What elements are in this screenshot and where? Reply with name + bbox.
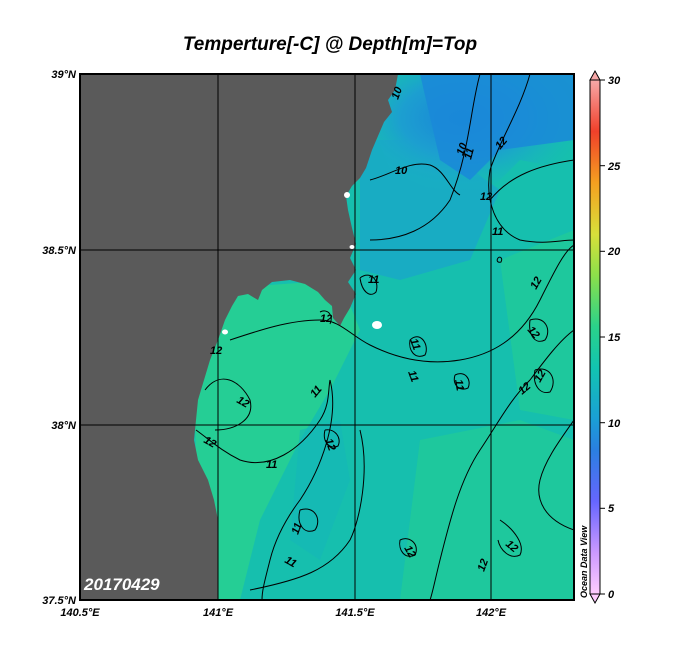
contour-label: 12 — [528, 275, 545, 292]
contour-label: 12 — [476, 557, 491, 573]
contour-label: 11 — [405, 369, 420, 384]
plot-frame — [79, 73, 575, 601]
contour-label: 11 — [283, 554, 299, 570]
colorbar-tick: 10 — [608, 418, 621, 430]
contour-lines — [195, 74, 574, 600]
lat-tick-label: 38°N — [51, 420, 77, 432]
lon-tick-label: 141.5°E — [335, 607, 375, 619]
contour-label: 11 — [462, 147, 477, 161]
colorbar: 30 25 20 15 10 5 0 — [589, 69, 621, 605]
contour-label: 10 — [395, 165, 408, 177]
contour-label: 12 — [532, 368, 549, 385]
colorbar-tick: 0 — [608, 589, 615, 601]
colorbar-tick: 15 — [608, 332, 621, 344]
colorbar-tick: 5 — [608, 503, 615, 515]
contour-label: 10 — [455, 141, 471, 157]
contour-label: 11 — [290, 521, 305, 536]
contour-label: 12 — [320, 313, 332, 325]
contour-label: 11 — [452, 378, 466, 391]
land-mass — [80, 74, 398, 600]
contour-label-group: 10 10 10 11 12 12 11 12 11 12 11 11 11 1… — [202, 85, 549, 573]
contour-label: 11 — [368, 274, 379, 286]
contour-label: 12 — [202, 434, 219, 451]
contour-label: 11 — [492, 226, 503, 238]
grid-lines — [80, 74, 574, 600]
credit-label: Ocean Data View — [579, 525, 589, 598]
lat-tick-label: 37.5°N — [42, 595, 77, 607]
lat-tick-label: 39°N — [51, 69, 77, 81]
lat-tick-label: 38.5°N — [42, 245, 77, 257]
contour-label: 12 — [210, 345, 222, 357]
contour-label: 12 — [235, 394, 252, 411]
colorbar-tick: 20 — [607, 246, 621, 258]
colorbar-tick: 30 — [608, 75, 621, 87]
lon-tick-label: 142°E — [476, 607, 507, 619]
date-stamp: 20170429 — [83, 575, 160, 594]
lon-tick-label: 141°E — [203, 607, 234, 619]
contour-label: 11 — [407, 337, 422, 352]
colorbar-tick: 25 — [607, 161, 621, 173]
lon-tick-label: 140.5°E — [60, 607, 100, 619]
ocean-field — [80, 74, 574, 600]
contour-label: 10 — [390, 85, 406, 101]
contour-label: 11 — [266, 459, 277, 471]
contour-label: 12 — [401, 544, 418, 561]
map-title: Temperture[-C] @ Depth[m]=Top — [182, 34, 478, 55]
contour-label: 12 — [480, 191, 492, 203]
contour-label: 12 — [322, 437, 337, 453]
